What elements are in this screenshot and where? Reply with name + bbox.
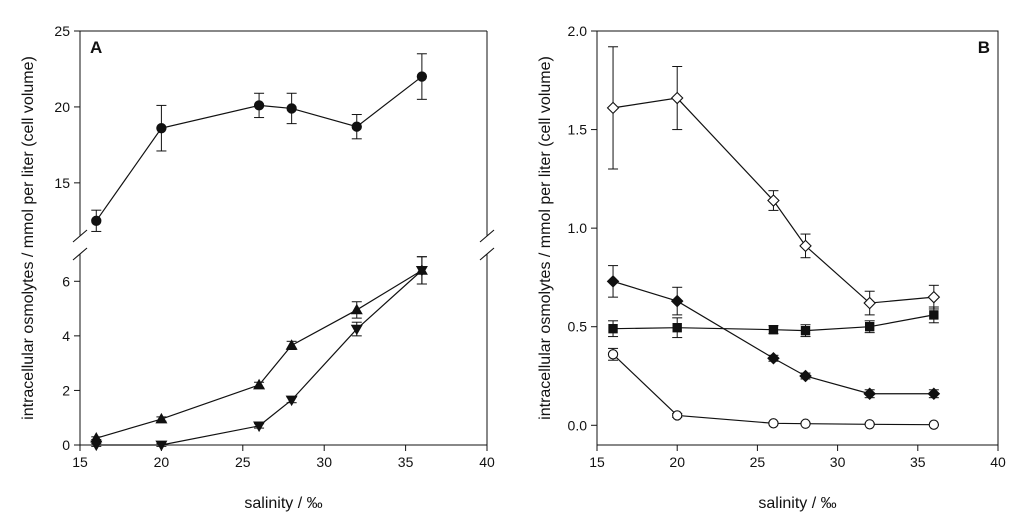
panel-label: B [978, 38, 990, 57]
data-point-filled-diamond-2 [767, 351, 780, 365]
data-point-triangle-down-3 [285, 395, 298, 407]
x-tick-label: 25 [750, 454, 766, 470]
y-tick-label: 0 [62, 437, 70, 453]
data-point-open-circle-2 [768, 418, 779, 429]
axis-break-mark-right [479, 247, 495, 261]
data-point-triangle-up-2 [253, 378, 266, 390]
y-tick-label: 0.0 [568, 417, 588, 433]
y-tick-label: 1.5 [568, 122, 588, 138]
y-tick-label: 2 [62, 382, 70, 398]
data-point-triangle-down-5 [415, 266, 428, 277]
y-axis-label: intracellular osmolytes / mmol per liter… [537, 56, 554, 420]
data-point-filled-diamond-4 [863, 387, 876, 401]
x-tick-label: 20 [669, 454, 685, 470]
y-tick-label: 15 [54, 175, 70, 191]
x-tick-label: 30 [316, 454, 332, 470]
series-open-circle [607, 347, 939, 430]
data-point-filled-circle-0 [91, 215, 102, 226]
axis-break-mark-left [72, 229, 88, 243]
data-point-filled-square-1 [672, 323, 682, 333]
data-point-triangle-down-1 [155, 440, 168, 452]
series-filled-circle [91, 53, 428, 232]
data-point-filled-circle-2 [253, 100, 265, 111]
x-tick-label: 15 [589, 454, 605, 470]
data-point-open-circle-5 [928, 419, 939, 430]
x-tick-label: 35 [398, 454, 414, 470]
series-line-open-circle [612, 353, 934, 426]
y-tick-label: 2.0 [568, 23, 588, 39]
y-tick-label: 20 [54, 99, 70, 115]
data-point-filled-square-4 [864, 322, 875, 332]
data-point-open-diamond-1 [670, 91, 684, 105]
series-line-triangle-up [96, 269, 423, 439]
data-point-filled-square-5 [929, 310, 939, 320]
x-tick-label: 40 [990, 454, 1006, 470]
data-point-open-circle-0 [607, 349, 619, 360]
data-point-triangle-up-3 [285, 339, 298, 350]
x-tick-label: 25 [235, 454, 251, 470]
x-tick-label: 30 [830, 454, 846, 470]
series-line-filled-circle [95, 76, 423, 222]
y-tick-label: 4 [62, 328, 70, 344]
data-point-open-diamond-5 [927, 290, 941, 304]
series-open-diamond [606, 46, 941, 316]
x-tick-label: 35 [910, 454, 926, 470]
data-point-filled-diamond-3 [799, 369, 812, 383]
y-tick-label: 25 [54, 23, 70, 39]
series-line-filled-diamond [612, 280, 934, 395]
series-triangle-up [90, 256, 428, 443]
data-point-open-diamond-3 [799, 239, 812, 253]
axis-break-mark-right [479, 229, 495, 243]
data-point-filled-diamond-5 [927, 387, 941, 401]
series-filled-square [608, 306, 939, 339]
series-filled-diamond [606, 265, 941, 401]
data-point-filled-square-0 [608, 323, 618, 334]
data-point-filled-diamond-0 [606, 275, 620, 288]
data-point-triangle-up-4 [350, 303, 363, 315]
data-point-filled-circle-5 [416, 71, 428, 82]
x-axis-label: salinity / ‰ [244, 495, 322, 512]
series-line-filled-square [613, 314, 934, 332]
data-point-triangle-down-0 [90, 440, 103, 452]
data-point-filled-diamond-1 [670, 294, 684, 308]
data-point-triangle-down-4 [350, 324, 363, 336]
y-axis-label: intracellular osmolytes / mmol per liter… [20, 56, 37, 420]
plot-frame [596, 30, 999, 446]
x-tick-label: 40 [479, 454, 495, 470]
data-point-open-circle-3 [800, 418, 811, 429]
data-point-open-circle-1 [672, 410, 683, 421]
data-point-filled-square-3 [800, 325, 811, 336]
y-tick-label: 1.0 [568, 220, 588, 236]
data-point-triangle-up-1 [155, 412, 168, 424]
data-point-open-diamond-2 [767, 194, 780, 207]
y-tick-label: 6 [62, 273, 70, 289]
data-point-filled-square-2 [768, 324, 779, 335]
data-point-open-circle-4 [864, 419, 875, 430]
data-point-filled-circle-3 [286, 103, 297, 114]
data-point-open-diamond-0 [606, 101, 620, 115]
data-point-triangle-down-2 [253, 421, 266, 433]
y-tick-label: 0.5 [568, 319, 588, 335]
x-tick-label: 15 [72, 454, 88, 470]
x-axis-label: salinity / ‰ [758, 495, 836, 512]
panel-label: A [90, 38, 102, 57]
series-triangle-down [90, 256, 428, 452]
data-point-open-diamond-4 [863, 296, 876, 310]
data-point-filled-circle-4 [351, 121, 362, 132]
axis-break-mark-left [72, 247, 88, 261]
series-line-triangle-down [96, 269, 423, 446]
series-line-open-diamond [612, 97, 934, 304]
x-tick-label: 20 [154, 454, 170, 470]
data-point-filled-circle-1 [156, 123, 167, 134]
